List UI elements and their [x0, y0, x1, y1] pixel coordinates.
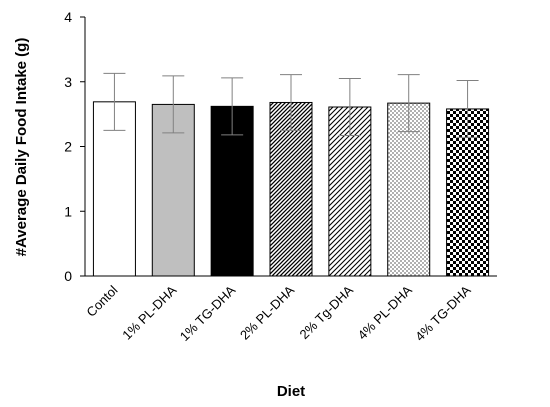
error-bar-1 [103, 72, 126, 131]
y-tick-label-4: 4 [64, 9, 72, 25]
error-bar-4 [280, 74, 302, 131]
error-bar-7 [456, 79, 479, 138]
error-bars-group [103, 72, 479, 138]
error-bar-2 [162, 75, 185, 134]
y-ticks-group: 0 1 2 3 4 [64, 9, 85, 284]
x-axis-title: Diet [277, 383, 305, 400]
error-bar-6 [397, 74, 420, 133]
x-tick-label-4: 2% PL-DHA [237, 282, 297, 342]
bar-1 [92, 101, 136, 277]
y-tick-label-3: 3 [64, 74, 72, 90]
bar-4 [269, 101, 313, 277]
x-tick-label-7: 4% TG-DHA [412, 282, 474, 344]
error-bar-3 [221, 77, 244, 136]
x-tick-label-1: Contol [83, 282, 120, 319]
error-bar-5 [338, 78, 361, 136]
x-tick-label-5: 2% Tg-DHA [296, 282, 356, 342]
x-tick-label-3: 1% TG-DHA [177, 282, 239, 344]
y-axis-title: #Average Daily Food Intake (g) [13, 38, 30, 257]
y-tick-label-0: 0 [64, 268, 72, 284]
x-tick-label-6: 4% PL-DHA [355, 282, 415, 342]
y-tick-label-2: 2 [64, 139, 72, 155]
y-tick-label-1: 1 [64, 203, 72, 219]
x-tick-label-2: 1% PL-DHA [119, 282, 179, 342]
